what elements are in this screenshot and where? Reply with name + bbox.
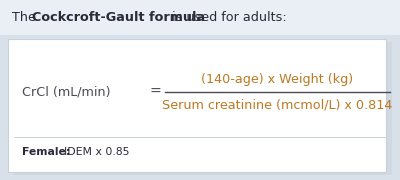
- Text: Female:: Female:: [22, 147, 74, 157]
- Text: =: =: [149, 85, 161, 99]
- Bar: [0, 0, 400, 35]
- Bar: [8, 39, 386, 172]
- Text: Serum creatinine (mcmol/L) x 0.814: Serum creatinine (mcmol/L) x 0.814: [162, 98, 393, 111]
- Bar: [14, 42, 392, 175]
- Text: is used for adults:: is used for adults:: [168, 11, 287, 24]
- Text: IDEM x 0.85: IDEM x 0.85: [64, 147, 130, 157]
- Text: Cockcroft-Gault formula: Cockcroft-Gault formula: [32, 11, 205, 24]
- Text: The: The: [12, 11, 40, 24]
- Text: CrCl (mL/min): CrCl (mL/min): [22, 86, 110, 98]
- Text: (140-age) x Weight (kg): (140-age) x Weight (kg): [202, 73, 354, 86]
